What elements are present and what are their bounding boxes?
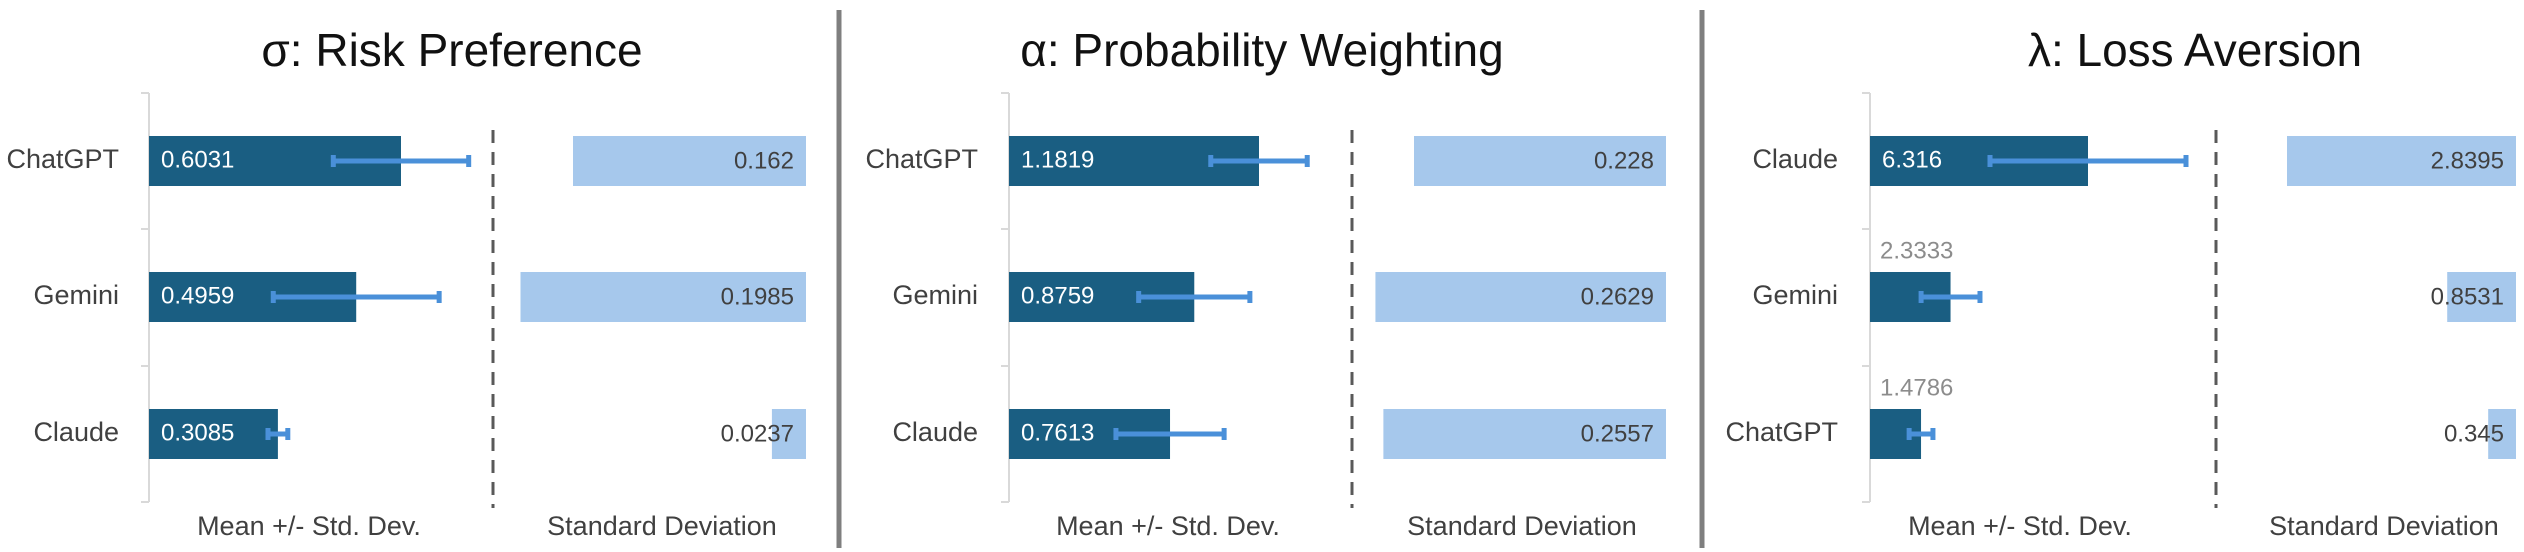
sd-bar <box>771 409 806 459</box>
sd-value-label: 0.0237 <box>721 420 794 447</box>
sd-axis-label: Standard Deviation <box>2269 511 2499 541</box>
mean-value-label: 6.316 <box>1882 146 1942 173</box>
category-label: ChatGPT <box>6 144 119 174</box>
sd-bar <box>520 272 806 322</box>
chart-title: α: Probability Weighting <box>1020 24 1503 76</box>
category-label: Gemini <box>892 280 978 310</box>
sd-value-label: 0.162 <box>734 147 794 174</box>
chart-title: λ: Loss Aversion <box>2028 24 2362 76</box>
mean-value-label: 0.7613 <box>1021 419 1094 446</box>
sd-bar <box>2488 409 2516 459</box>
chart-title: σ: Risk Preference <box>261 24 642 76</box>
sd-value-label: 2.8395 <box>2431 147 2504 174</box>
category-label: Claude <box>892 417 978 447</box>
sd-value-label: 0.8531 <box>2431 283 2504 310</box>
mean-value-label: 1.4786 <box>1880 374 1953 401</box>
mean-value-label: 0.6031 <box>161 146 234 173</box>
sd-bar <box>1375 272 1666 322</box>
mean-value-label: 1.1819 <box>1021 146 1094 173</box>
mean-value-label: 0.4959 <box>161 282 234 309</box>
mean-value-label: 2.3333 <box>1880 237 1953 264</box>
sd-bar <box>2287 136 2516 186</box>
sd-value-label: 0.1985 <box>721 283 794 310</box>
category-label: Gemini <box>33 280 119 310</box>
sd-bar <box>573 136 806 186</box>
sd-bar <box>2447 272 2516 322</box>
mean-axis-label: Mean +/- Std. Dev. <box>197 511 421 541</box>
category-label: Claude <box>1752 144 1838 174</box>
mean-bar <box>149 409 278 459</box>
sd-axis-label: Standard Deviation <box>1407 511 1637 541</box>
sd-value-label: 0.228 <box>1594 147 1654 174</box>
mean-value-label: 0.3085 <box>161 419 234 446</box>
sd-bar <box>1383 409 1666 459</box>
sd-value-label: 0.2557 <box>1581 420 1654 447</box>
category-label: Claude <box>33 417 119 447</box>
sd-bar <box>1414 136 1666 186</box>
mean-axis-label: Mean +/- Std. Dev. <box>1908 511 2132 541</box>
category-label: ChatGPT <box>1725 417 1838 447</box>
sd-value-label: 0.2629 <box>1581 283 1654 310</box>
sd-axis-label: Standard Deviation <box>547 511 777 541</box>
sd-value-label: 0.345 <box>2444 420 2504 447</box>
category-label: Gemini <box>1752 280 1838 310</box>
mean-value-label: 0.8759 <box>1021 282 1094 309</box>
mean-axis-label: Mean +/- Std. Dev. <box>1056 511 1280 541</box>
category-label: ChatGPT <box>865 144 978 174</box>
